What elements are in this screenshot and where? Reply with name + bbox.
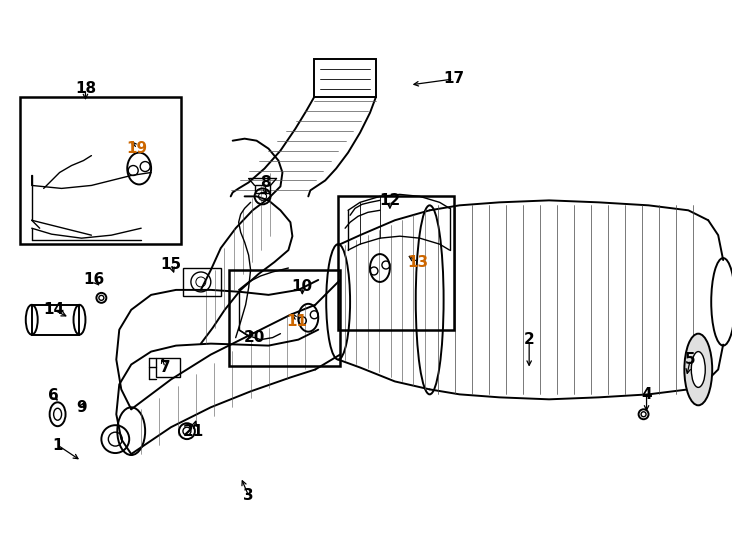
Text: 9: 9 — [76, 400, 87, 415]
Text: 16: 16 — [84, 273, 105, 287]
Text: 3: 3 — [243, 488, 254, 503]
Text: 18: 18 — [75, 82, 96, 97]
Text: 10: 10 — [292, 279, 313, 294]
Ellipse shape — [691, 352, 705, 387]
Bar — [32, 305, 79, 335]
Bar — [314, 59, 376, 97]
Text: 11: 11 — [286, 314, 307, 329]
Bar — [255, 185, 271, 193]
Bar — [156, 357, 180, 377]
Text: 12: 12 — [379, 193, 401, 208]
Text: 6: 6 — [48, 388, 59, 403]
Text: 4: 4 — [642, 387, 652, 402]
Bar — [338, 197, 454, 330]
Text: 5: 5 — [685, 352, 696, 367]
Bar — [183, 268, 221, 296]
Text: 1: 1 — [52, 437, 63, 453]
Text: 15: 15 — [161, 256, 181, 272]
Text: 14: 14 — [43, 302, 64, 318]
Bar — [20, 97, 181, 244]
Text: 17: 17 — [443, 71, 464, 86]
Ellipse shape — [684, 334, 712, 406]
Text: 2: 2 — [524, 332, 534, 347]
Text: 7: 7 — [160, 360, 170, 375]
Text: 19: 19 — [127, 141, 148, 156]
Text: 21: 21 — [182, 424, 203, 438]
Bar — [229, 270, 340, 366]
Text: 8: 8 — [261, 175, 271, 190]
Text: 13: 13 — [407, 254, 429, 269]
Text: 20: 20 — [244, 330, 265, 345]
